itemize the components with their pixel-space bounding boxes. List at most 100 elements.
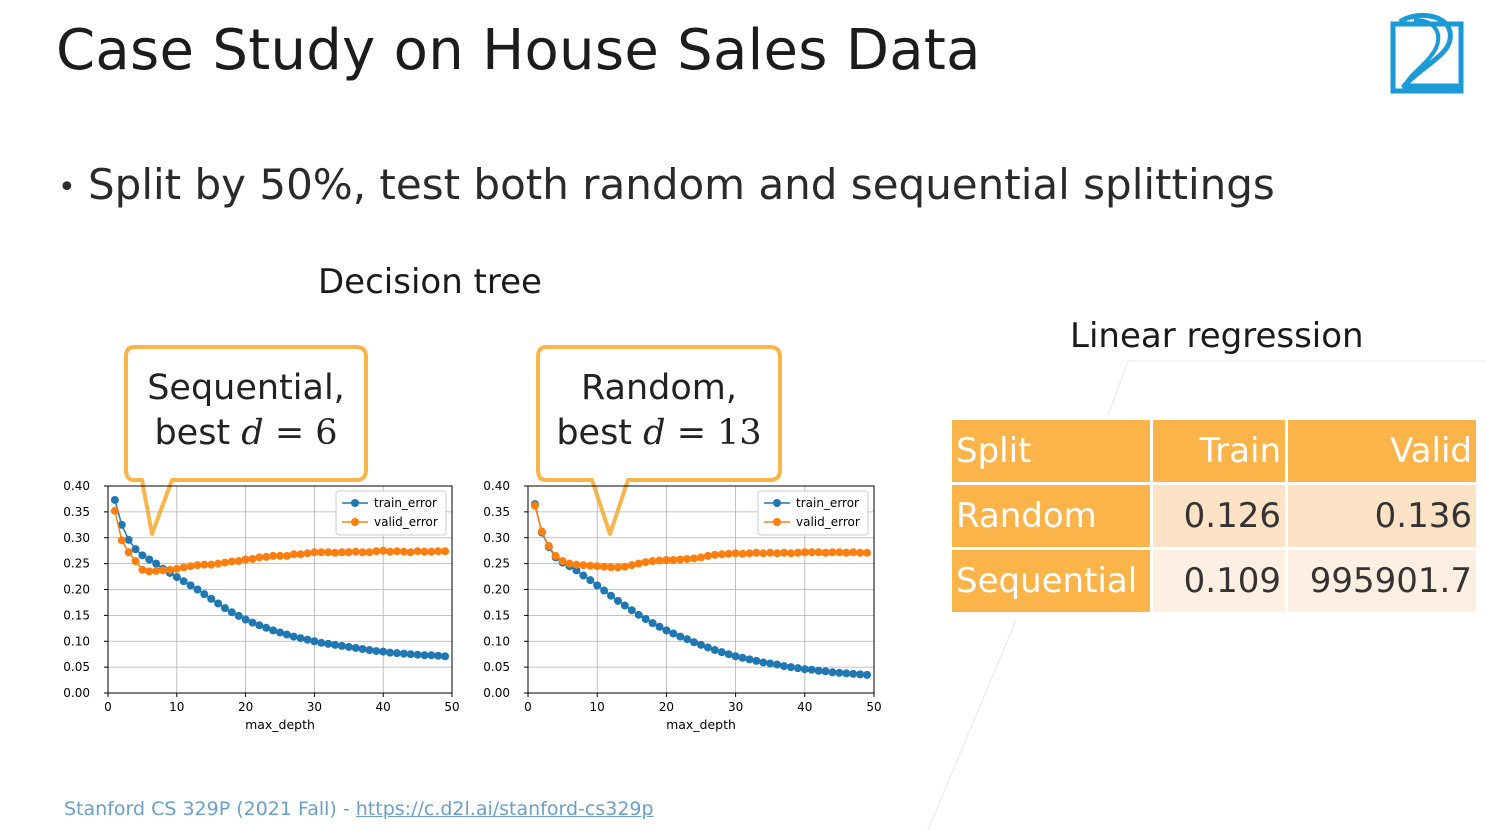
footer-link[interactable]: https://c.d2l.ai/stanford-cs329p: [355, 798, 654, 820]
data-point: [262, 552, 271, 561]
data-point: [179, 563, 188, 572]
callout-sequential-text: Sequential, best d = 6: [130, 366, 362, 456]
y-tick-label: 0.35: [483, 505, 510, 519]
data-point: [793, 664, 802, 673]
data-point: [399, 547, 408, 556]
data-point: [172, 573, 181, 582]
data-point: [420, 547, 429, 556]
x-tick-label: 50: [444, 700, 459, 714]
callout-prefix: best: [154, 413, 242, 453]
legend-marker: [773, 499, 781, 507]
data-point: [186, 562, 195, 571]
y-tick-label: 0.00: [483, 686, 510, 700]
data-point: [807, 665, 816, 674]
data-point: [641, 558, 650, 567]
x-tick-label: 30: [307, 700, 322, 714]
data-point: [207, 594, 216, 603]
data-point: [600, 586, 609, 595]
data-point: [669, 629, 678, 638]
data-point: [731, 652, 740, 661]
decision-tree-label: Decision tree: [318, 262, 542, 302]
data-point: [842, 669, 851, 678]
data-point: [145, 555, 154, 564]
data-point: [179, 577, 188, 586]
data-point: [648, 619, 657, 628]
data-point: [814, 548, 823, 557]
data-point: [773, 549, 782, 558]
data-point: [386, 547, 395, 556]
data-point: [738, 653, 747, 662]
data-point: [358, 645, 367, 654]
data-point: [856, 548, 865, 557]
data-point: [620, 601, 629, 610]
data-point: [214, 559, 223, 568]
data-point: [117, 536, 126, 545]
x-tick-label: 10: [590, 700, 605, 714]
legend-label: train_error: [374, 496, 437, 510]
callout-eq: = 6: [263, 413, 338, 453]
table-cell-split: Random: [952, 485, 1153, 550]
data-point: [655, 622, 664, 631]
y-tick-label: 0.10: [63, 634, 90, 648]
x-tick-label: 50: [866, 700, 881, 714]
data-point: [849, 669, 858, 678]
data-point: [586, 561, 595, 570]
y-tick-label: 0.35: [63, 505, 90, 519]
y-tick-label: 0.05: [63, 660, 90, 674]
data-point: [537, 527, 546, 536]
data-point: [530, 501, 539, 510]
legend-marker: [351, 499, 359, 507]
data-point: [800, 665, 809, 674]
data-point: [710, 646, 719, 655]
data-point: [337, 641, 346, 650]
legend-box: [335, 490, 447, 536]
data-point: [379, 647, 388, 656]
data-point: [441, 652, 450, 661]
y-tick-label: 0.25: [483, 557, 510, 571]
data-point: [131, 545, 140, 554]
data-point: [793, 548, 802, 557]
data-point: [613, 563, 622, 572]
table-row: Random 0.126 0.136: [952, 485, 1476, 550]
data-point: [420, 651, 429, 660]
data-point: [344, 642, 353, 651]
chart-sequential: 0 10 20 30 40 50 0.00 0.05 0.10 0.15 0.20 0.25 0.30 0…: [63, 479, 459, 732]
y-tick-label: 0.20: [483, 583, 510, 597]
data-point: [627, 561, 636, 570]
data-point: [807, 548, 816, 557]
bullet-dot-icon: •: [58, 170, 76, 205]
data-point: [117, 520, 126, 529]
data-point: [752, 548, 761, 557]
data-point: [324, 639, 333, 648]
data-point: [337, 548, 346, 557]
data-point: [289, 550, 298, 559]
legend-box: [757, 490, 869, 536]
data-point: [607, 591, 616, 600]
data-point: [690, 554, 699, 563]
data-point: [821, 667, 830, 676]
data-point: [227, 557, 236, 566]
data-point: [365, 548, 374, 557]
table-header-valid: Valid: [1288, 420, 1476, 485]
data-point: [835, 548, 844, 557]
callout-line1: Sequential,: [147, 368, 345, 408]
table-cell-train: 0.126: [1153, 485, 1288, 550]
data-point: [351, 547, 360, 556]
data-point: [207, 560, 216, 569]
data-point: [392, 547, 401, 556]
data-point: [351, 643, 360, 652]
bullet-text: Split by 50%, test both random and seque…: [88, 160, 1275, 209]
data-point: [379, 546, 388, 555]
y-tick-label: 0.40: [483, 479, 510, 493]
data-point: [262, 623, 271, 632]
data-point: [241, 615, 250, 624]
data-point: [572, 566, 581, 575]
data-point: [200, 560, 209, 569]
callout-random: [536, 345, 782, 536]
data-point: [717, 550, 726, 559]
footer-text: Stanford CS 329P (2021 Fall) -: [64, 798, 356, 820]
data-point: [344, 548, 353, 557]
y-tick-label: 0.05: [483, 660, 510, 674]
data-point: [427, 651, 436, 660]
data-point: [662, 556, 671, 565]
